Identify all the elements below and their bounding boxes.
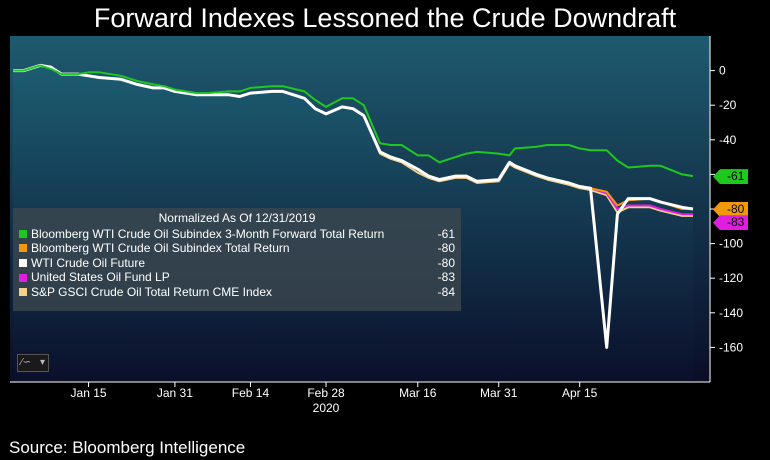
legend-value: -83 bbox=[437, 270, 455, 285]
x-tick-label: Apr 15 bbox=[562, 386, 598, 400]
last-value-badge: -61 bbox=[713, 169, 749, 185]
last-value-badge: -83 bbox=[713, 215, 749, 231]
line-chart-icon: ⁄∽ bbox=[21, 357, 32, 368]
source-note: Source: Bloomberg Intelligence bbox=[9, 438, 246, 457]
legend-label: Bloomberg WTI Crude Oil Subindex Total R… bbox=[31, 241, 290, 256]
legend-swatch bbox=[19, 288, 27, 297]
legend-label: S&P GSCI Crude Oil Total Return CME Inde… bbox=[31, 284, 272, 299]
legend-item: WTI Crude Oil Future -80 bbox=[19, 256, 455, 271]
legend-label: United States Oil Fund LP bbox=[31, 270, 170, 285]
legend-label: Bloomberg WTI Crude Oil Subindex 3-Month… bbox=[31, 226, 385, 241]
year-label: 2020 bbox=[313, 401, 340, 415]
legend-item: Bloomberg WTI Crude Oil Subindex Total R… bbox=[19, 241, 455, 256]
legend-swatch bbox=[19, 259, 27, 268]
y-tick-label: -120 bbox=[719, 271, 743, 285]
x-tick-label: Feb 14 bbox=[232, 386, 270, 400]
y-tick-label: -40 bbox=[719, 133, 737, 147]
x-tick-label: Feb 28 bbox=[307, 386, 345, 400]
legend-value: -80 bbox=[437, 241, 455, 256]
chart-legend: Normalized As Of 12/31/2019 Bloomberg WT… bbox=[13, 208, 461, 311]
chevron-down-icon: ▾ bbox=[39, 357, 45, 368]
y-tick-label: 0 bbox=[719, 64, 726, 78]
legend-label: WTI Crude Oil Future bbox=[31, 255, 146, 270]
legend-value: -61 bbox=[437, 226, 455, 241]
legend-swatch bbox=[19, 273, 27, 282]
y-tick-label: -140 bbox=[719, 306, 743, 320]
legend-item: S&P GSCI Crude Oil Total Return CME Inde… bbox=[19, 285, 455, 300]
chart-type-button[interactable]: ⁄∽ ▾ bbox=[17, 354, 49, 372]
legend-value: -84 bbox=[437, 284, 455, 299]
x-tick-label: Mar 16 bbox=[399, 386, 437, 400]
series-line-0 bbox=[13, 64, 694, 178]
y-tick-label: -160 bbox=[719, 340, 743, 354]
series-line-2 bbox=[13, 63, 694, 349]
y-tick-label: -100 bbox=[719, 237, 743, 251]
x-tick-label: Mar 31 bbox=[480, 386, 518, 400]
x-tick-label: Jan 15 bbox=[71, 386, 107, 400]
last-value-badge: -80 bbox=[713, 202, 749, 217]
x-tick-label: Jan 31 bbox=[157, 386, 193, 400]
legend-swatch bbox=[19, 244, 27, 253]
legend-value: -80 bbox=[437, 255, 455, 270]
legend-item: Bloomberg WTI Crude Oil Subindex 3-Month… bbox=[19, 227, 455, 242]
legend-title: Normalized As Of 12/31/2019 bbox=[158, 211, 316, 225]
y-tick-label: -20 bbox=[719, 98, 737, 112]
chart-title: Forward Indexes Lessoned the Crude Downd… bbox=[93, 3, 677, 33]
legend-swatch bbox=[19, 229, 27, 238]
legend-item: United States Oil Fund LP -83 bbox=[19, 270, 455, 285]
